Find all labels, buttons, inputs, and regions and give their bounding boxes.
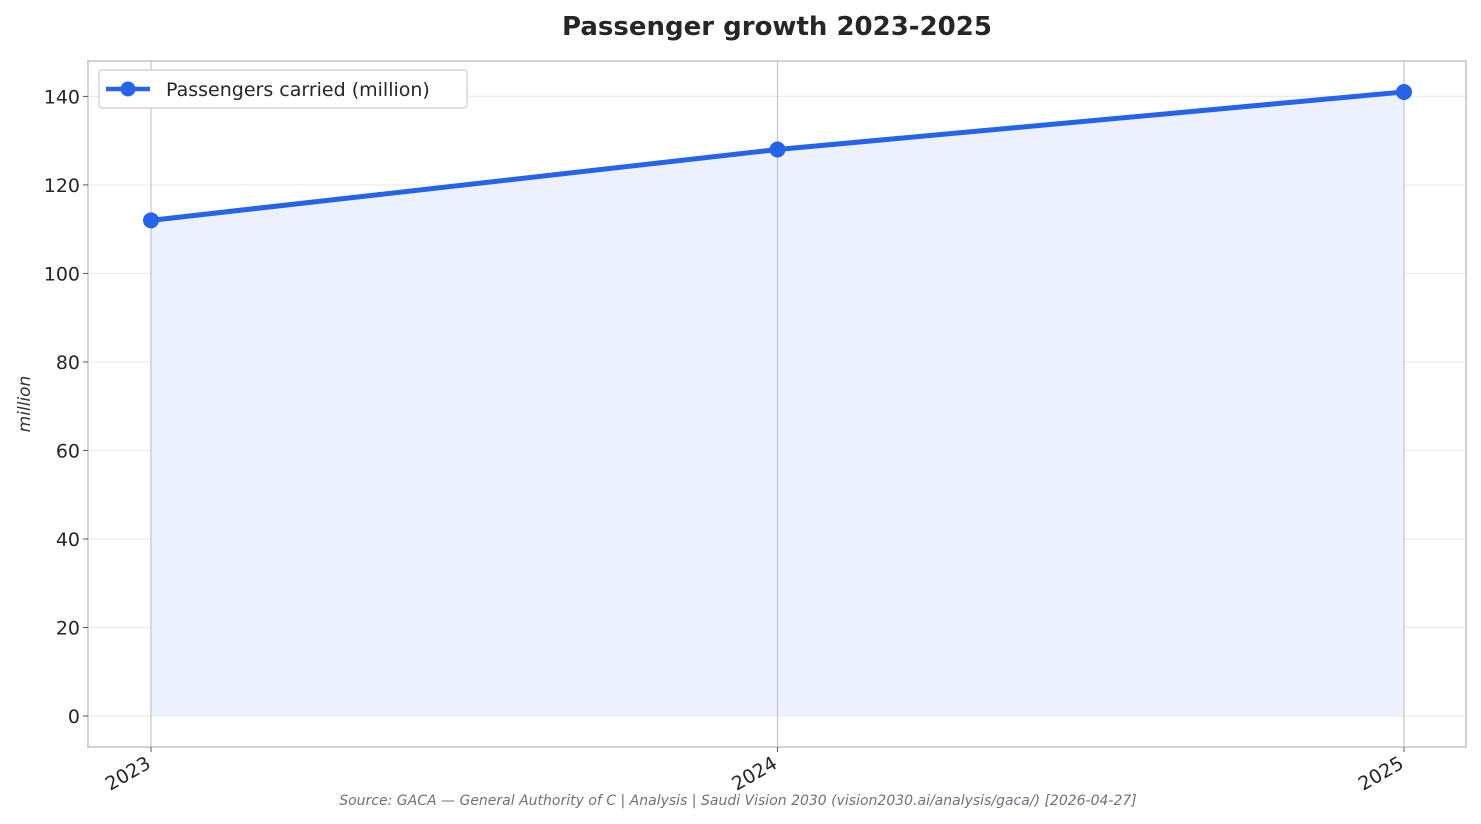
y-axis-ticks: 0 20 40 60 80 100 120 140 <box>44 86 88 728</box>
data-point[interactable] <box>143 212 159 229</box>
y-tick-label: 60 <box>56 440 80 462</box>
legend-box <box>98 69 468 109</box>
y-tick-label: 120 <box>44 175 80 197</box>
chart-title: Passenger growth 2023-2025 <box>562 12 992 42</box>
y-axis-label: million <box>15 376 35 433</box>
legend-marker-swatch <box>120 81 136 97</box>
x-axis-ticks: 2023 2024 2025 <box>102 747 1408 796</box>
data-points <box>143 83 1412 229</box>
x-tick-label: 2023 <box>102 752 155 795</box>
y-tick-label: 20 <box>56 618 80 640</box>
y-tick-label: 40 <box>56 529 80 551</box>
y-tick-label: 80 <box>56 352 80 374</box>
legend[interactable]: Passengers carried (million) <box>98 69 468 109</box>
data-point[interactable] <box>1396 83 1412 100</box>
y-tick-label: 100 <box>44 263 80 285</box>
x-tick-label: 2024 <box>728 752 781 795</box>
source-note: Source: GACA — General Authority of C | … <box>339 793 1137 809</box>
legend-label: Passengers carried (million) <box>166 79 430 101</box>
x-gridlines <box>150 61 1405 747</box>
x-tick-label: 2025 <box>1355 752 1408 795</box>
plot-area <box>87 60 1467 748</box>
y-tick-label: 0 <box>68 706 80 728</box>
y-tick-label: 140 <box>44 86 80 108</box>
data-point[interactable] <box>769 141 786 158</box>
